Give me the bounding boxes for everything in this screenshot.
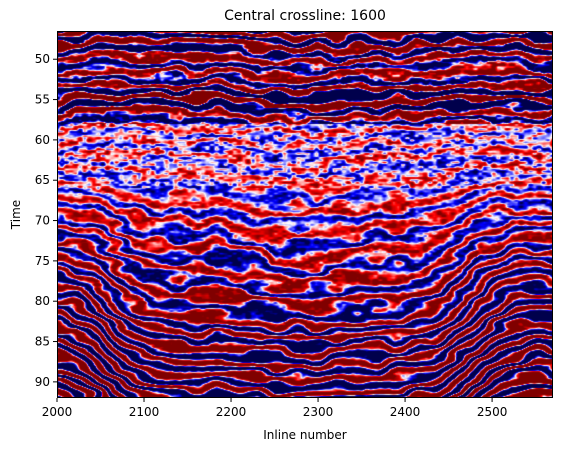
x-tick-label: 2500 [477, 405, 508, 419]
x-tick-label: 2100 [129, 405, 160, 419]
plot-area [57, 31, 553, 398]
x-axis-label: Inline number [263, 428, 347, 442]
x-tick-label: 2000 [42, 405, 73, 419]
y-tick-label: 85 [35, 335, 50, 349]
y-axis-label: Time [9, 200, 23, 230]
x-tick-label: 2300 [303, 405, 334, 419]
y-tick-label: 80 [35, 294, 50, 308]
y-tick-label: 65 [35, 173, 50, 187]
y-tick-label: 75 [35, 254, 50, 268]
y-tick-label: 70 [35, 214, 50, 228]
plot-frame [57, 31, 553, 398]
y-tick-label: 50 [35, 52, 50, 66]
y-tick-label: 90 [35, 375, 50, 389]
y-tick-label: 55 [35, 93, 50, 107]
x-tick-label: 2400 [390, 405, 421, 419]
y-axis: 50 55 60 65 70 75 80 85 90 [35, 52, 57, 389]
x-axis: 2000 2100 2200 2300 2400 2500 [42, 398, 508, 419]
y-tick-label: 60 [35, 133, 50, 147]
chart-title: Central crossline: 1600 [224, 8, 386, 24]
seismic-heatmap-image [57, 31, 553, 398]
x-tick-label: 2200 [216, 405, 247, 419]
